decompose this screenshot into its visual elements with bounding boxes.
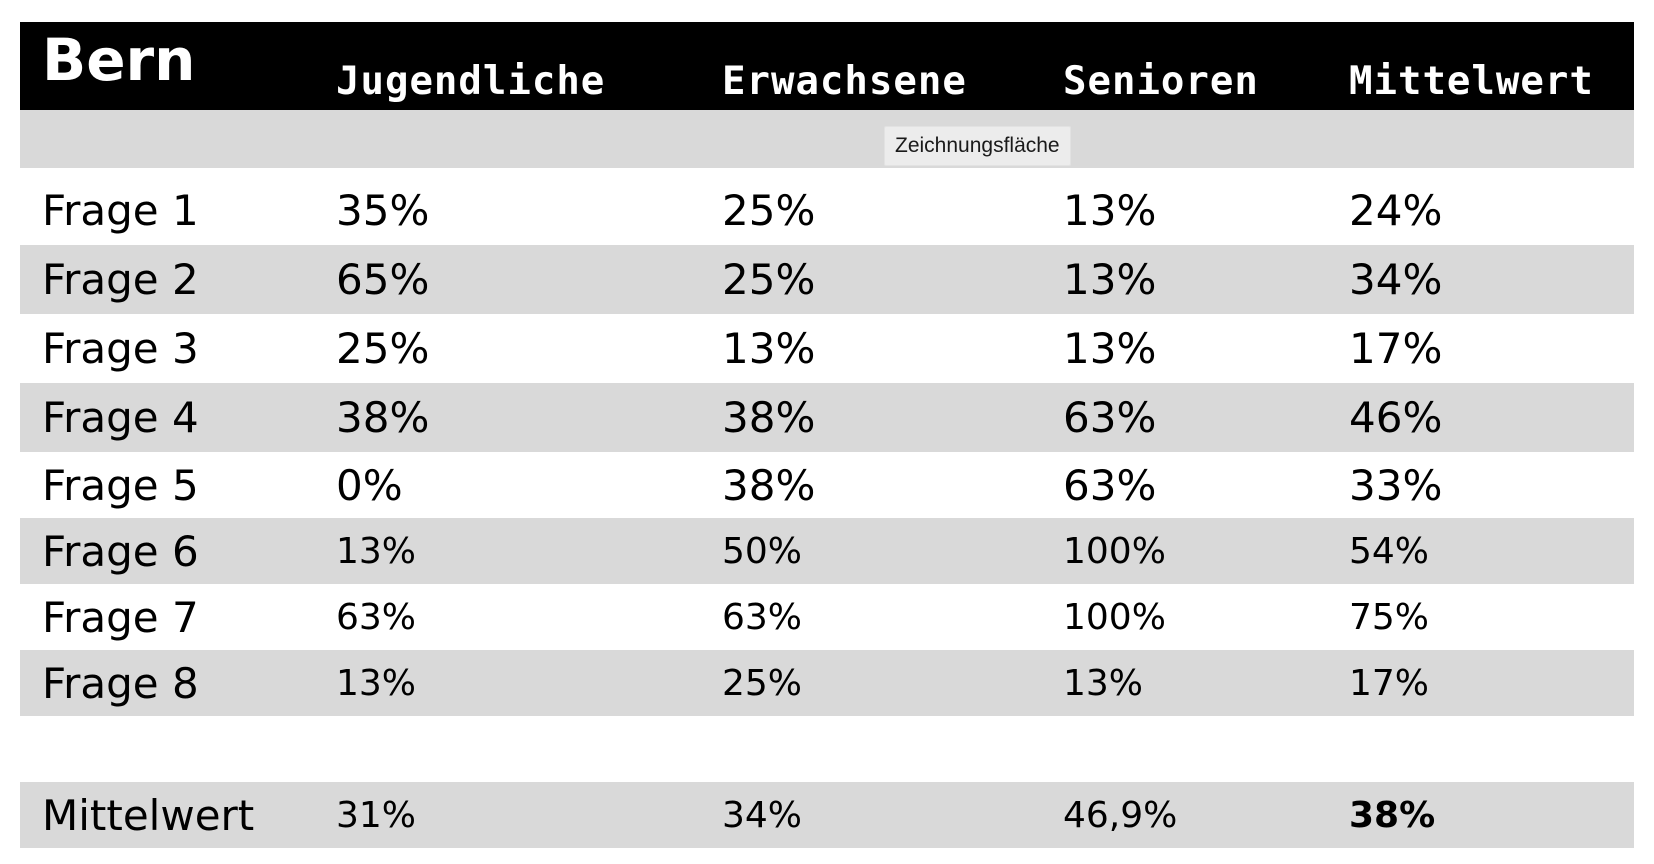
row-spacer-top	[20, 168, 1634, 176]
table-cell: 35%	[336, 186, 430, 235]
row-label: Frage 4	[42, 393, 199, 442]
column-header-mittelwert: Mittelwert	[1349, 59, 1594, 104]
row-spacer	[20, 716, 1634, 782]
table-cell: 75%	[1349, 596, 1430, 638]
table-row: Frage 1 35% 25% 13% 24%	[20, 176, 1634, 245]
subheader-row: Zeichnungsfläche	[20, 110, 1634, 168]
table-cell: 25%	[722, 255, 816, 304]
table-row: Frage 3 25% 13% 13% 17%	[20, 314, 1634, 383]
row-label: Frage 2	[42, 255, 199, 304]
table-cell: 25%	[722, 662, 803, 704]
row-label: Frage 5	[42, 460, 199, 510]
table-cell: 24%	[1349, 186, 1443, 235]
table-cell: 63%	[1063, 460, 1157, 510]
table-cell: 0%	[336, 460, 403, 510]
table-cell: 13%	[1063, 186, 1157, 235]
summary-cell: 46,9%	[1063, 794, 1178, 836]
table-cell: 38%	[336, 393, 430, 442]
summary-row: Mittelwert 31% 34% 46,9% 38%	[20, 782, 1634, 848]
table-row: Frage 6 13% 50% 100% 54%	[20, 518, 1634, 584]
table-row: Frage 5 0% 38% 63% 33%	[20, 452, 1634, 518]
table-cell: 17%	[1349, 662, 1430, 704]
table-row: Frage 4 38% 38% 63% 46%	[20, 383, 1634, 452]
table-cell: 13%	[722, 324, 816, 373]
row-label: Frage 7	[42, 592, 199, 642]
table-cell: 13%	[336, 662, 417, 704]
table-cell: 13%	[1063, 662, 1144, 704]
column-header-jugendliche: Jugendliche	[336, 59, 606, 104]
table-cell: 34%	[1349, 255, 1443, 304]
table-cell: 63%	[722, 596, 803, 638]
row-label: Frage 8	[42, 658, 199, 708]
summary-label: Mittelwert	[42, 790, 255, 840]
table-cell: 100%	[1063, 596, 1166, 638]
table-header: Bern Jugendliche Erwachsene Senioren Mit…	[20, 22, 1634, 110]
table-cell: 25%	[336, 324, 430, 373]
table-cell: 13%	[1063, 324, 1157, 373]
summary-cell: 31%	[336, 794, 417, 836]
table-cell: 54%	[1349, 530, 1430, 572]
table-cell: 63%	[336, 596, 417, 638]
row-label: Frage 6	[42, 526, 199, 576]
results-table: Bern Jugendliche Erwachsene Senioren Mit…	[20, 22, 1634, 848]
table-cell: 13%	[336, 530, 417, 572]
row-label: Frage 1	[42, 186, 199, 235]
table-cell: 38%	[722, 393, 816, 442]
table-cell: 46%	[1349, 393, 1443, 442]
table-cell: 50%	[722, 530, 803, 572]
summary-cell: 34%	[722, 794, 803, 836]
table-cell: 17%	[1349, 324, 1443, 373]
table-row: Frage 7 63% 63% 100% 75%	[20, 584, 1634, 650]
table-cell: 13%	[1063, 255, 1157, 304]
table-cell: 25%	[722, 186, 816, 235]
table-title: Bern	[42, 26, 196, 94]
table-cell: 33%	[1349, 460, 1443, 510]
table-cell: 65%	[336, 255, 430, 304]
table-cell: 100%	[1063, 530, 1166, 572]
table-row: Frage 8 13% 25% 13% 17%	[20, 650, 1634, 716]
table-row: Frage 2 65% 25% 13% 34%	[20, 245, 1634, 314]
row-label: Frage 3	[42, 324, 199, 373]
column-header-senioren: Senioren	[1063, 59, 1259, 104]
column-header-erwachsene: Erwachsene	[722, 59, 967, 104]
table-cell: 63%	[1063, 393, 1157, 442]
table-cell: 38%	[722, 460, 816, 510]
drawing-area-tooltip: Zeichnungsfläche	[884, 126, 1071, 166]
summary-total-cell: 38%	[1349, 794, 1436, 836]
